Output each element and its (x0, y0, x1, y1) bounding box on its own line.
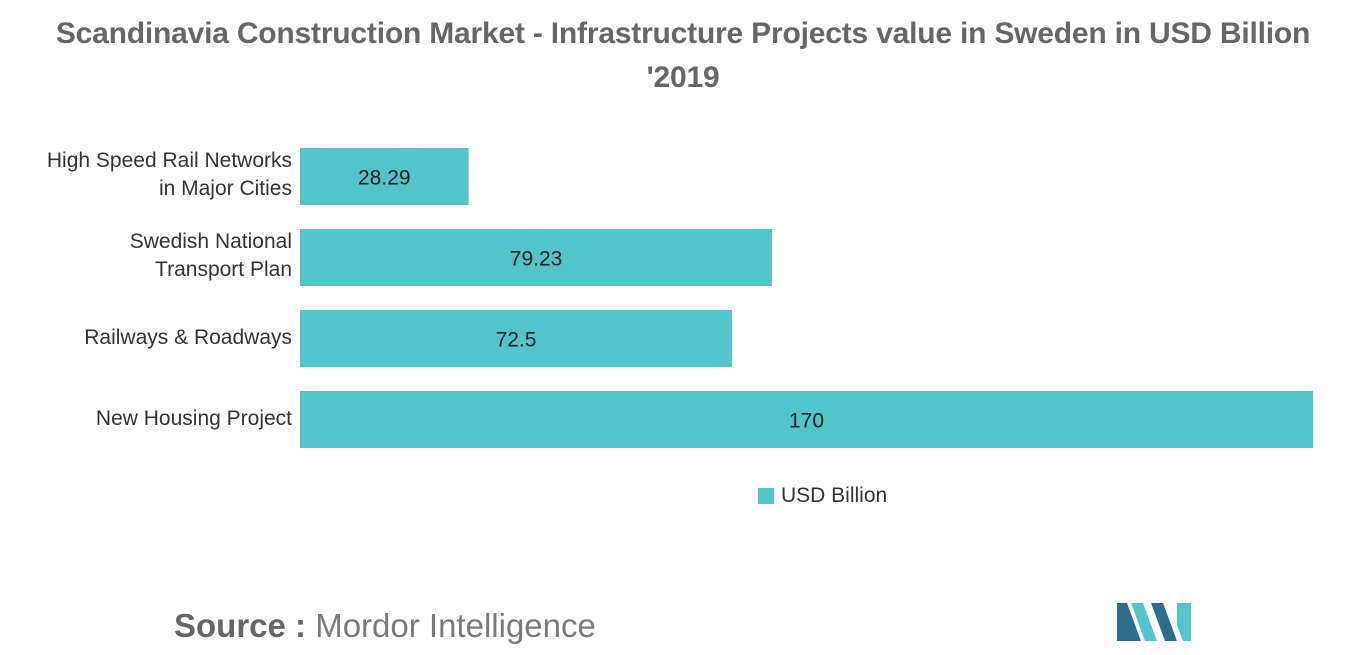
chart-legend: USD Billion (758, 484, 887, 508)
mordor-intelligence-logo-icon (1117, 603, 1191, 641)
bar-value-label-2: 72.5 (496, 329, 537, 352)
source-name: Mordor Intelligence (315, 607, 596, 644)
bar-1 (300, 229, 773, 286)
bar-0 (300, 148, 469, 205)
bar-2 (300, 310, 733, 367)
category-label-swedish-national-transport-plan: Swedish National Transport Plan (12, 228, 292, 284)
legend-label: USD Billion (781, 484, 888, 507)
chart-title-line-2: '2019 (646, 61, 720, 94)
category-label-line: in Major Cities (158, 177, 292, 200)
legend-swatch (758, 488, 774, 504)
bar-value-label-1: 79.23 (510, 248, 563, 271)
source-credit: Source : Mordor Intelligence (174, 606, 596, 646)
category-label-high-speed-rail: High Speed Rail Networks in Major Cities (12, 147, 292, 203)
category-label-railways-roadways: Railways & Roadways (12, 324, 292, 352)
category-label-line: New Housing Project (95, 407, 292, 430)
category-label-line: High Speed Rail Networks (46, 149, 292, 172)
source-label: Source : (174, 607, 307, 644)
category-label-line: Swedish National (129, 230, 292, 253)
bar-value-label-0: 28.29 (358, 167, 411, 190)
bar-value-label-3: 170 (789, 410, 824, 433)
bar-3 (300, 391, 1313, 448)
category-label-line: Railways & Roadways (84, 326, 292, 349)
chart-title-line-1: Scandinavia Construction Market - Infras… (55, 17, 1311, 50)
category-label-line: Transport Plan (155, 258, 292, 281)
chart-title: Scandinavia Construction Market - Infras… (0, 12, 1366, 100)
category-label-new-housing-project: New Housing Project (12, 405, 292, 433)
